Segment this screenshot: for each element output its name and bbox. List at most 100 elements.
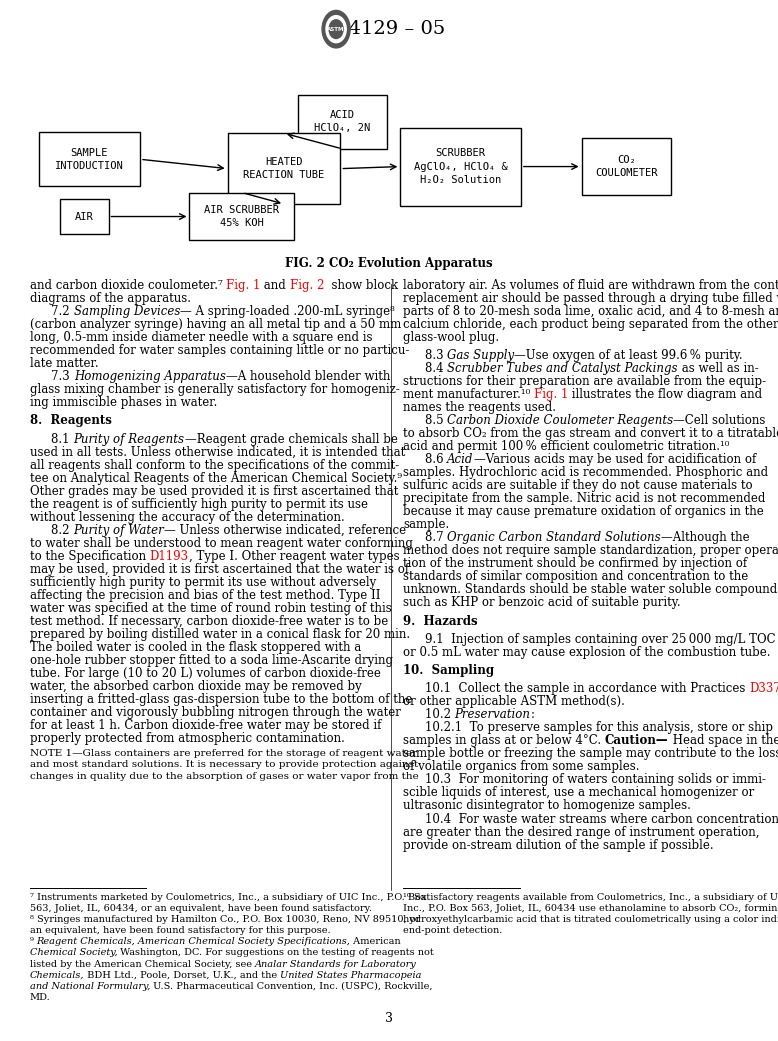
- Text: 7.2: 7.2: [51, 305, 74, 318]
- Bar: [297, 95, 387, 149]
- Text: properly protected from atmospheric contamination.: properly protected from atmospheric cont…: [30, 732, 345, 744]
- Text: names the reagents used.: names the reagents used.: [403, 402, 556, 414]
- Text: 8.6: 8.6: [425, 454, 447, 466]
- Text: container and vigorously bubbling nitrogen through the water: container and vigorously bubbling nitrog…: [30, 706, 401, 718]
- Text: Preservation: Preservation: [454, 708, 531, 721]
- Text: show block: show block: [324, 279, 398, 291]
- Text: :: :: [531, 708, 534, 721]
- Text: MD.: MD.: [30, 993, 51, 1001]
- Text: method does not require sample standardization, proper opera-: method does not require sample standardi…: [403, 544, 778, 557]
- Text: The boiled water is cooled in the flask stoppered with a: The boiled water is cooled in the flask …: [30, 640, 361, 654]
- Text: ACID
HClO₄, 2N: ACID HClO₄, 2N: [314, 110, 370, 133]
- Text: Fig. 1: Fig. 1: [226, 279, 261, 291]
- Text: hydroxyethylcarbamic acid that is titrated coulometrically using a color indicat: hydroxyethylcarbamic acid that is titrat…: [403, 915, 778, 924]
- Text: ⁹: ⁹: [30, 937, 37, 946]
- Text: BDH Ltd., Poole, Dorset, U.K., and the: BDH Ltd., Poole, Dorset, U.K., and the: [84, 970, 280, 980]
- Text: parts of 8 to 20-mesh soda lime, oxalic acid, and 4 to 8-mesh anhydrous: parts of 8 to 20-mesh soda lime, oxalic …: [403, 305, 778, 318]
- Text: illustrates the flow diagram and: illustrates the flow diagram and: [569, 388, 762, 401]
- Text: Purity of Water: Purity of Water: [74, 524, 164, 536]
- Text: such as KHP or benzoic acid of suitable purity.: such as KHP or benzoic acid of suitable …: [403, 596, 681, 609]
- Text: Inc., P.O. Box 563, Joliet, IL, 60434 use ethanolamine to absorb CO₂, forming: Inc., P.O. Box 563, Joliet, IL, 60434 us…: [403, 905, 778, 913]
- Text: 9.1  Injection of samples containing over 25 000 mg/L TOC: 9.1 Injection of samples containing over…: [425, 633, 776, 645]
- Text: HEATED
REACTION TUBE: HEATED REACTION TUBE: [244, 157, 324, 180]
- Text: AIR SCRUBBER
45% KOH: AIR SCRUBBER 45% KOH: [205, 205, 279, 228]
- Text: water was specified at the time of round robin testing of this: water was specified at the time of round…: [30, 602, 391, 614]
- Text: tube. For large (10 to 20 L) volumes of carbon dioxide-free: tube. For large (10 to 20 L) volumes of …: [30, 666, 380, 680]
- Text: 8.  Reagents: 8. Reagents: [30, 414, 111, 427]
- Text: inserting a fritted-glass gas-dispersion tube to the bottom of the: inserting a fritted-glass gas-dispersion…: [30, 692, 412, 706]
- Text: 10.2.1  To preserve samples for this analysis, store or ship: 10.2.1 To preserve samples for this anal…: [425, 721, 773, 734]
- Text: glass-wool plug.: glass-wool plug.: [403, 331, 499, 344]
- Text: sample bottle or freezing the sample may contribute to the loss: sample bottle or freezing the sample may…: [403, 747, 778, 760]
- Text: —Cell solutions: —Cell solutions: [673, 414, 766, 427]
- Text: 7.3: 7.3: [51, 371, 74, 383]
- Text: —Use oxygen of at least 99.6 % purity.: —Use oxygen of at least 99.6 % purity.: [514, 350, 743, 362]
- Text: NOTE 1—Glass containers are preferred for the storage of reagent water: NOTE 1—Glass containers are preferred fo…: [30, 748, 416, 758]
- Bar: [189, 193, 294, 240]
- Text: and carbon dioxide coulometer.: and carbon dioxide coulometer.: [30, 279, 218, 291]
- Text: samples in glass at or below 4°C.: samples in glass at or below 4°C.: [403, 734, 605, 747]
- Bar: [39, 132, 140, 186]
- Text: ¹⁰ Satisfactory reagents available from Coulometrics, Inc., a subsidiary of UIC: ¹⁰ Satisfactory reagents available from …: [403, 893, 778, 903]
- Text: end-point detection.: end-point detection.: [403, 926, 503, 936]
- Text: recommended for water samples containing little or no particu-: recommended for water samples containing…: [30, 345, 409, 357]
- Text: or other applicable ASTM method(s).: or other applicable ASTM method(s).: [403, 695, 625, 708]
- Text: for at least 1 h. Carbon dioxide-free water may be stored if: for at least 1 h. Carbon dioxide-free wa…: [30, 718, 381, 732]
- Text: glass mixing chamber is generally satisfactory for homogeniz-: glass mixing chamber is generally satisf…: [30, 383, 399, 396]
- Text: sufficiently high purity to permit its use without adversely: sufficiently high purity to permit its u…: [30, 576, 376, 588]
- Text: and National Formulary,: and National Formulary,: [30, 982, 150, 991]
- Circle shape: [329, 20, 343, 39]
- Text: 8.2: 8.2: [51, 524, 74, 536]
- Bar: [59, 199, 108, 233]
- Text: scible liquids of interest, use a mechanical homogenizer or: scible liquids of interest, use a mechan…: [403, 786, 754, 799]
- Text: , Type I. Other reagent water types: , Type I. Other reagent water types: [188, 550, 399, 562]
- Text: changes in quality due to the absorption of gases or water vapor from the: changes in quality due to the absorption…: [30, 772, 419, 781]
- Text: tee on Analytical Reagents of the American Chemical Society.⁹: tee on Analytical Reagents of the Americ…: [30, 472, 401, 484]
- Text: D4129 – 05: D4129 – 05: [333, 20, 445, 39]
- Text: Head space in the: Head space in the: [668, 734, 778, 747]
- Bar: [227, 133, 340, 204]
- Text: precipitate from the sample. Nitric acid is not recommended: precipitate from the sample. Nitric acid…: [403, 492, 766, 505]
- Text: — Unless otherwise indicated, reference: — Unless otherwise indicated, reference: [164, 524, 406, 536]
- Text: used in all tests. Unless otherwise indicated, it is intended that: used in all tests. Unless otherwise indi…: [30, 446, 405, 458]
- Text: 10.  Sampling: 10. Sampling: [403, 664, 494, 677]
- Text: ⁷: ⁷: [218, 279, 226, 291]
- Text: —Various acids may be used for acidification of: —Various acids may be used for acidifica…: [474, 454, 755, 466]
- Text: ultrasonic disintegrator to homogenize samples.: ultrasonic disintegrator to homogenize s…: [403, 799, 691, 812]
- Text: affecting the precision and bias of the test method. Type II: affecting the precision and bias of the …: [30, 589, 380, 602]
- Text: structions for their preparation are available from the equip-: structions for their preparation are ava…: [403, 376, 766, 388]
- Text: unknown. Standards should be stable water soluble compounds: unknown. Standards should be stable wate…: [403, 583, 778, 596]
- Text: sample.: sample.: [403, 518, 449, 531]
- Text: (carbon analyzer syringe) having an all metal tip and a 50 mm: (carbon analyzer syringe) having an all …: [30, 319, 401, 331]
- Text: acid and permit 100 % efficient coulometric titration.¹⁰: acid and permit 100 % efficient coulomet…: [403, 440, 730, 453]
- Bar: [400, 128, 520, 206]
- Text: 10.1  Collect the sample in accordance with Practices: 10.1 Collect the sample in accordance wi…: [425, 682, 749, 695]
- Text: as well as in-: as well as in-: [678, 362, 759, 375]
- Text: 9.  Hazards: 9. Hazards: [403, 614, 478, 628]
- Text: all reagents shall conform to the specifications of the commit-: all reagents shall conform to the specif…: [30, 459, 399, 472]
- Text: D1193: D1193: [149, 550, 188, 562]
- Circle shape: [326, 16, 346, 43]
- Text: Chemical Society,: Chemical Society,: [30, 948, 117, 958]
- Text: 10.4  For waste water streams where carbon concentrations: 10.4 For waste water streams where carbo…: [425, 812, 778, 826]
- Text: Washington, DC. For suggestions on the testing of reagents not: Washington, DC. For suggestions on the t…: [117, 948, 434, 958]
- Text: SCRUBBER
AgClO₄, HClO₄ &
H₂O₂ Solution: SCRUBBER AgClO₄, HClO₄ & H₂O₂ Solution: [414, 149, 507, 184]
- Text: Caution—: Caution—: [605, 734, 668, 747]
- Text: late matter.: late matter.: [30, 357, 98, 370]
- Text: 8.4: 8.4: [425, 362, 447, 375]
- Text: Gas Supply: Gas Supply: [447, 350, 514, 362]
- Text: Fig. 1: Fig. 1: [534, 388, 569, 401]
- Text: tion of the instrument should be confirmed by injection of: tion of the instrument should be confirm…: [403, 558, 747, 570]
- Text: Reagent Chemicals, American Chemical Society Specifications,: Reagent Chemicals, American Chemical Soc…: [37, 937, 350, 946]
- Text: without lessening the accuracy of the determination.: without lessening the accuracy of the de…: [30, 511, 345, 524]
- Text: Fig. 2: Fig. 2: [290, 279, 324, 291]
- Text: Other grades may be used provided it is first ascertained that: Other grades may be used provided it is …: [30, 485, 398, 498]
- Bar: [582, 137, 671, 196]
- Text: Homogenizing Apparatus: Homogenizing Apparatus: [74, 371, 226, 383]
- Text: prepared by boiling distilled water in a conical flask for 20 min.: prepared by boiling distilled water in a…: [30, 628, 410, 640]
- Text: U.S. Pharmaceutical Convention, Inc. (USPC), Rockville,: U.S. Pharmaceutical Convention, Inc. (US…: [150, 982, 433, 991]
- Text: test method. If necessary, carbon dioxide-free water is to be: test method. If necessary, carbon dioxid…: [30, 614, 387, 628]
- Text: 8.3: 8.3: [425, 350, 447, 362]
- Text: Purity of Reagents: Purity of Reagents: [74, 433, 184, 446]
- Text: 10.2: 10.2: [425, 708, 454, 721]
